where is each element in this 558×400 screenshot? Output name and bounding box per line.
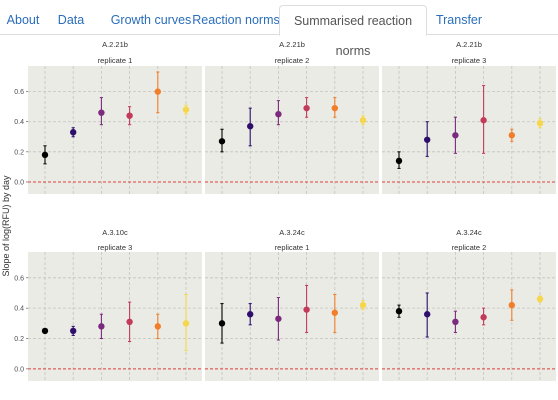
data-point [154, 323, 161, 330]
data-point [247, 311, 254, 318]
data-point [218, 138, 226, 145]
data-point [303, 306, 310, 313]
data-point [359, 301, 367, 309]
panel-background [205, 66, 379, 194]
panel-replicate-label: replicate 3 [98, 243, 133, 252]
data-point [480, 314, 487, 321]
data-point [98, 109, 105, 116]
panel-background [28, 252, 202, 381]
data-point [424, 136, 431, 143]
y-tick-label: 0.4 [14, 306, 24, 313]
panel-replicate-label: replicate 2 [452, 243, 487, 252]
tab-reaction-norms[interactable]: Reaction norms [192, 13, 280, 27]
data-point [331, 309, 338, 316]
facet-grid: A.2.21b replicate 1 0.0 0.2 0.4 0.6 A.2.21b rep… [14, 40, 556, 381]
data-point [218, 320, 226, 327]
data-point [275, 315, 282, 322]
panel-strain-label: A.2.21b [279, 40, 305, 49]
data-point [331, 104, 338, 112]
tab-bar: About Data Growth curves Reaction norms … [0, 0, 558, 58]
tab-transfer[interactable]: Transfer [435, 13, 483, 27]
data-point [508, 301, 515, 309]
facet-panel: A.2.21b replicate 2 [205, 40, 379, 194]
y-tick-label: 0.6 [14, 89, 24, 96]
data-point [70, 327, 77, 335]
data-point [275, 110, 282, 118]
panel-background [382, 252, 556, 381]
panel-background [382, 66, 556, 194]
y-tick-label: 0.4 [14, 119, 24, 126]
tab-data[interactable]: Data [57, 13, 85, 27]
y-tick-label: 0.2 [14, 336, 24, 343]
panel-strain-label: A.2.21b [102, 40, 128, 49]
data-point [126, 318, 133, 326]
tab-growth-curves[interactable]: Growth curves [110, 13, 192, 27]
panel-replicate-label: replicate 3 [452, 56, 487, 65]
data-point [480, 117, 487, 124]
data-point [154, 88, 161, 95]
facet-panel: A.2.21b replicate 3 [382, 40, 556, 194]
y-tick-label: 0.6 [14, 275, 24, 282]
y-axis-title: Slope of log(RFU) by day [1, 175, 11, 277]
y-tick-label: 0.0 [14, 366, 24, 373]
data-point [359, 117, 367, 124]
data-point [98, 323, 105, 330]
data-point [536, 120, 544, 127]
data-point [452, 132, 459, 139]
y-tick-label: 0.0 [14, 179, 24, 186]
data-point [182, 106, 190, 113]
tab-summarised-reaction-norms[interactable]: Summarised reaction norms [279, 5, 427, 58]
data-point [536, 295, 544, 303]
reaction-norm-plot: Slope of log(RFU) by day A.2.21b replicat… [1, 40, 556, 381]
panel-strain-label: A.3.10c [102, 228, 128, 237]
data-point [452, 318, 459, 326]
panel-replicate-label: replicate 2 [275, 56, 310, 65]
tab-about[interactable]: About [6, 13, 40, 27]
data-point [41, 327, 49, 335]
data-point [303, 104, 310, 112]
y-tick-label: 0.2 [14, 149, 24, 156]
data-point [41, 151, 49, 159]
data-point [395, 157, 403, 165]
facet-panel: A.2.21b replicate 1 0.0 0.2 0.4 0.6 [14, 40, 202, 194]
facet-panel: A.3.10c replicate 3 0.0 0.2 0.4 0.6 [14, 228, 202, 381]
data-point [247, 123, 254, 130]
panel-background [205, 252, 379, 381]
panel-strain-label: A.3.24c [456, 228, 482, 237]
panel-strain-label: A.3.24c [279, 228, 305, 237]
data-point [182, 320, 190, 327]
data-point [395, 307, 403, 315]
data-point [424, 311, 431, 318]
panel-strain-label: A.2.21b [456, 40, 482, 49]
facet-panel: A.3.24c replicate 2 [382, 228, 556, 381]
panel-replicate-label: replicate 1 [275, 243, 310, 252]
panel-replicate-label: replicate 1 [98, 56, 133, 65]
data-point [70, 129, 77, 136]
facet-panel: A.3.24c replicate 1 [205, 228, 379, 381]
data-point [508, 132, 515, 139]
panel-background [28, 66, 202, 194]
data-point [126, 112, 133, 119]
